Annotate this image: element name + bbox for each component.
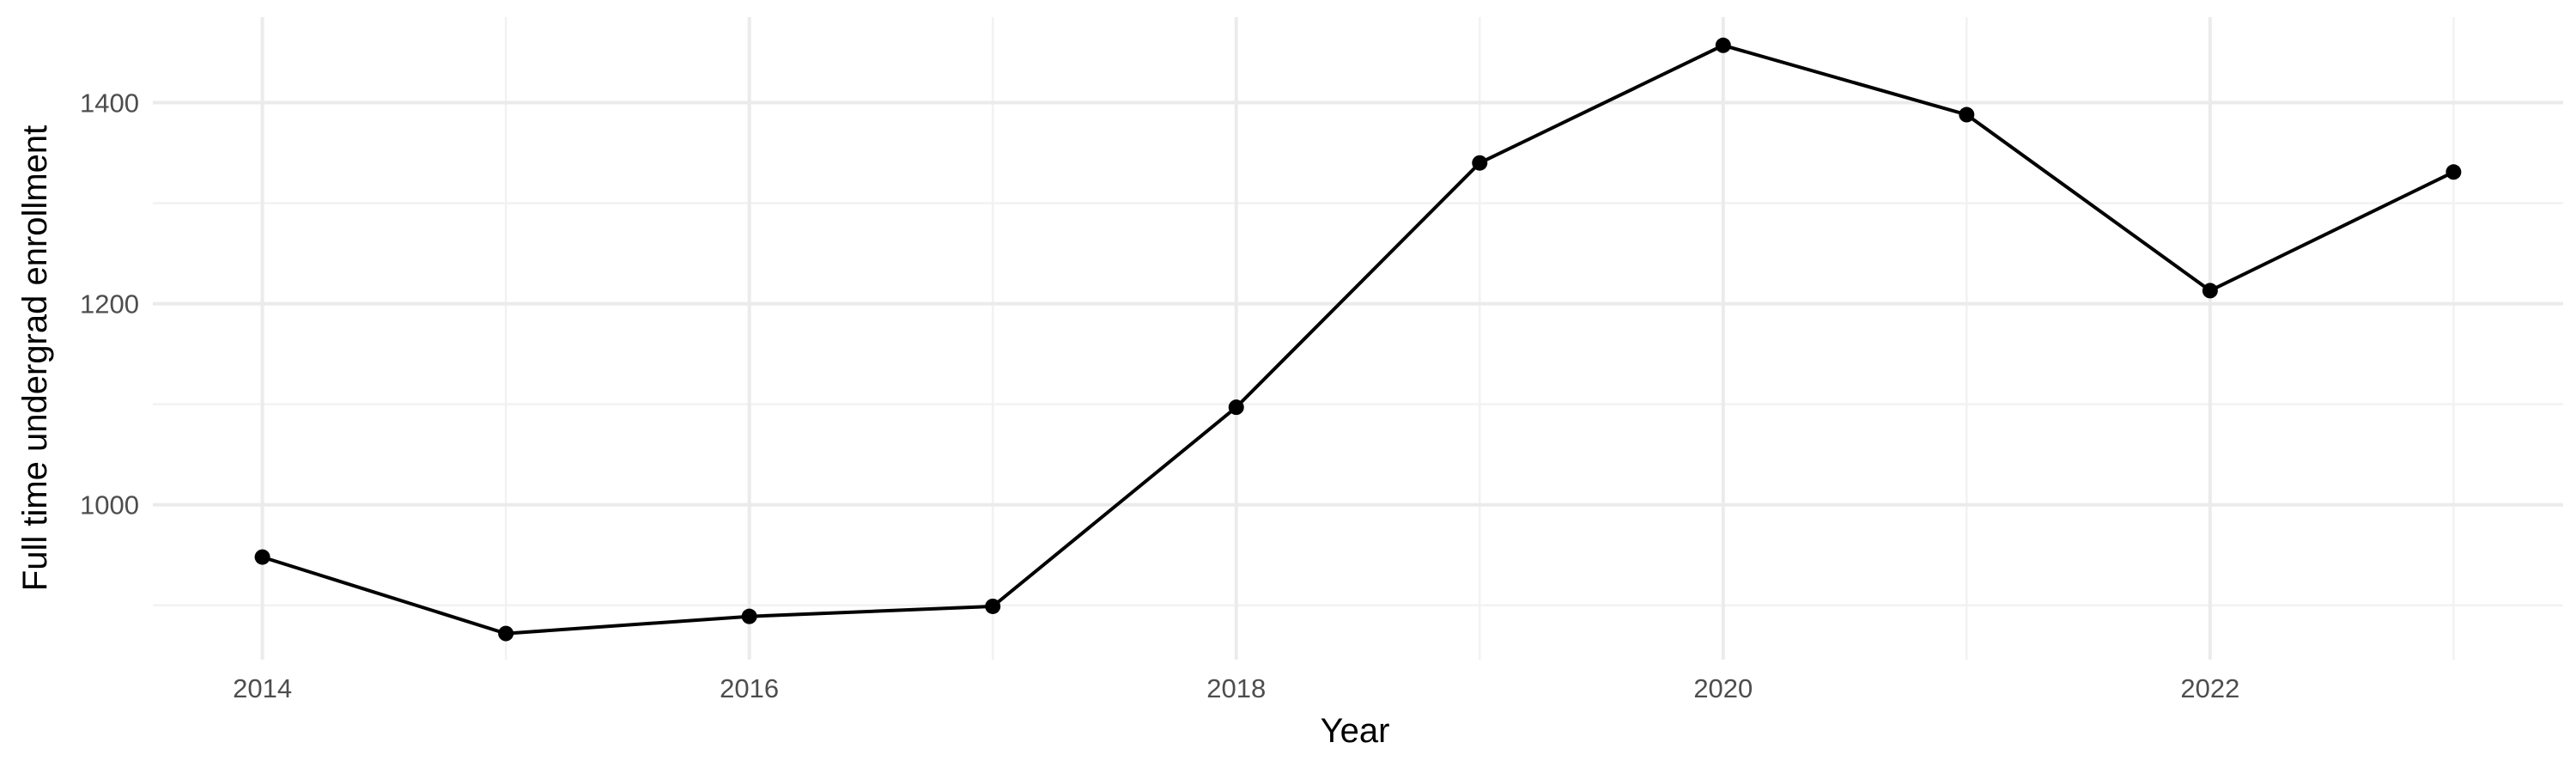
- data-point-2018: [1228, 399, 1244, 416]
- y-axis-title: Full time undergrad enrollment: [16, 125, 54, 591]
- data-point-2019: [1472, 155, 1488, 171]
- data-point-2022: [2202, 283, 2218, 299]
- y-tick-label: 1400: [80, 88, 139, 118]
- x-tick-label: 2020: [1693, 673, 1753, 703]
- x-tick-label: 2018: [1206, 673, 1266, 703]
- y-tick-label: 1200: [80, 289, 139, 320]
- points-layer: [254, 37, 2462, 642]
- data-point-2017: [985, 598, 1001, 614]
- x-tick-label: 2014: [233, 673, 292, 703]
- y-tick-labels: 1000 1200 1400: [80, 88, 139, 520]
- series-line: [262, 43, 2455, 636]
- data-point-2016: [741, 608, 757, 624]
- y-tick-label: 1000: [80, 490, 139, 520]
- major-gridlines: [153, 17, 2563, 660]
- x-axis-title: Year: [1321, 712, 1390, 750]
- x-tick-label: 2016: [720, 673, 779, 703]
- x-tick-label: 2022: [2180, 673, 2239, 703]
- data-point-2023: [2445, 164, 2462, 180]
- minor-gridlines: [153, 17, 2563, 660]
- x-tick-labels: 2014 2016 2018 2020 2022: [233, 673, 2239, 703]
- data-point-2020: [1715, 37, 1731, 53]
- series-layer: [262, 43, 2455, 636]
- data-point-2014: [254, 549, 270, 565]
- data-point-2021: [1959, 107, 1975, 123]
- data-point-2015: [498, 625, 514, 642]
